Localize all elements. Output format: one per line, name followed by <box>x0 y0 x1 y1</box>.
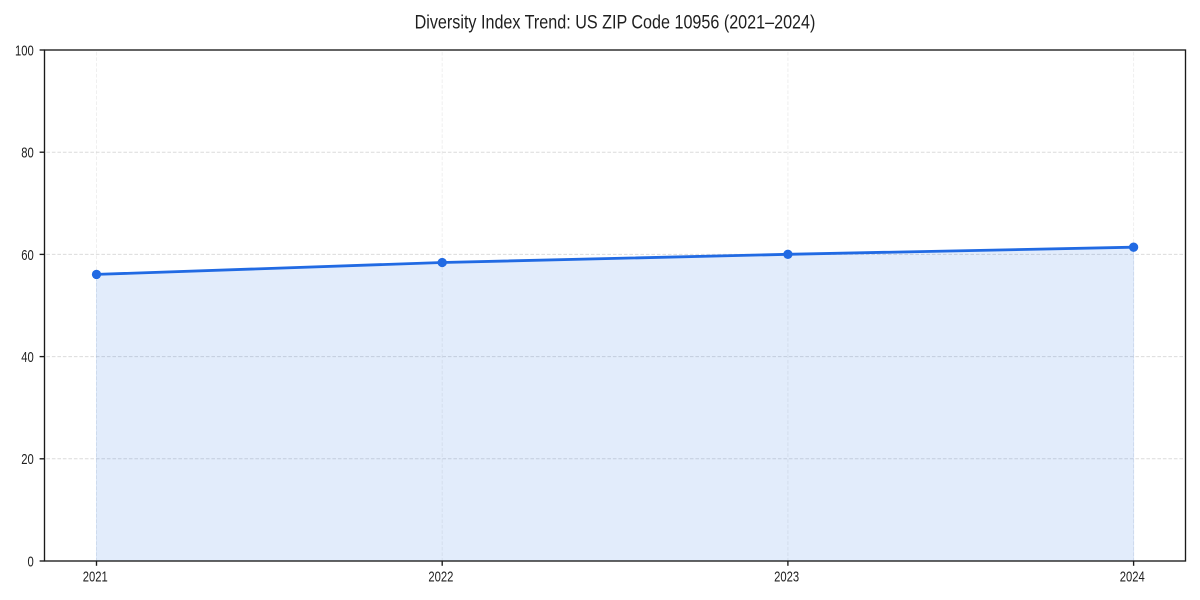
svg-text:100: 100 <box>15 42 34 59</box>
svg-text:2024: 2024 <box>1120 568 1145 585</box>
svg-text:0: 0 <box>28 553 34 570</box>
svg-text:80: 80 <box>21 144 34 161</box>
svg-text:Diversity Index Trend: US ZIP: Diversity Index Trend: US ZIP Code 10956… <box>415 11 816 33</box>
svg-text:20: 20 <box>21 451 34 468</box>
svg-text:40: 40 <box>21 348 34 365</box>
svg-text:2022: 2022 <box>428 568 453 585</box>
svg-text:2023: 2023 <box>774 568 799 585</box>
svg-text:60: 60 <box>21 246 34 263</box>
svg-text:2021: 2021 <box>83 568 108 585</box>
